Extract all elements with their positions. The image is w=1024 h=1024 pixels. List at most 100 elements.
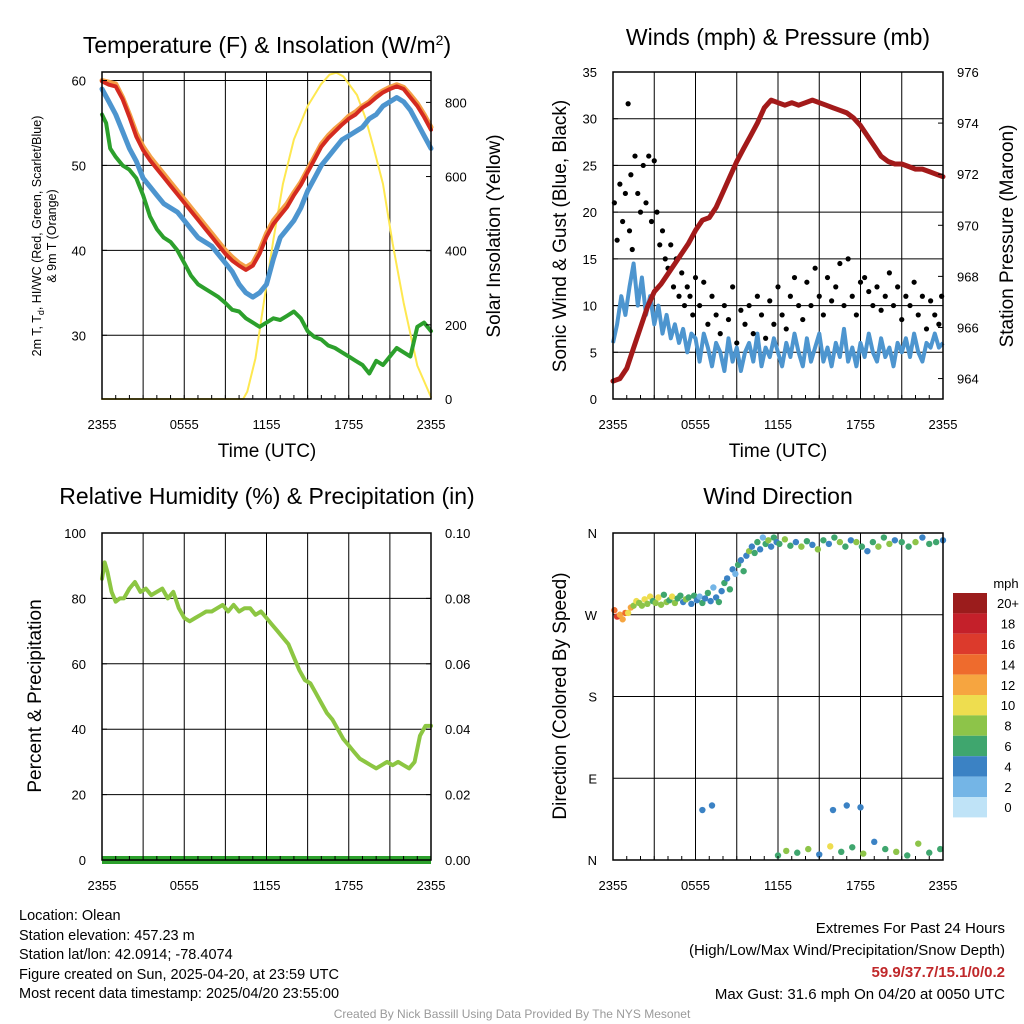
- wind-ytick-label: 25: [583, 158, 597, 173]
- gust-point: [676, 293, 682, 299]
- gust-point: [923, 326, 930, 332]
- direction-point: [644, 600, 651, 608]
- direction-point: [624, 609, 632, 617]
- rh-xtick-label: 2355: [88, 878, 117, 893]
- direction-point: [699, 806, 706, 814]
- direction-point: [864, 547, 871, 555]
- extremes-legend: (High/Low/Max Wind/Precipitation/Snow De…: [689, 942, 1005, 959]
- gust-point: [614, 237, 620, 243]
- gust-point: [659, 228, 666, 234]
- rh-ytick-label: 40: [72, 722, 86, 737]
- gust-point: [862, 274, 868, 281]
- gust-point: [717, 331, 723, 337]
- gust-point: [617, 181, 623, 187]
- extremes-title: Extremes For Past 24 Hours: [815, 920, 1005, 937]
- humidity-ylabel: Percent & Precipitation: [25, 599, 46, 792]
- station-elevation: Station elevation: 457.23 m: [19, 927, 195, 944]
- temp-ytick-label-right: 800: [445, 95, 467, 110]
- temp-ytick-label: 50: [72, 158, 86, 173]
- direction-point: [638, 602, 646, 609]
- direction-point: [688, 600, 695, 608]
- gust-point: [870, 302, 876, 309]
- direction-point: [655, 594, 662, 601]
- direction-point: [619, 616, 626, 623]
- direction-point: [803, 537, 811, 545]
- wind-xtick-label: 1755: [846, 417, 875, 432]
- wind-ytick-label: 20: [583, 205, 597, 220]
- colorbar-label: 12: [1001, 678, 1015, 693]
- gust-point: [812, 265, 818, 271]
- direction-point: [849, 844, 856, 851]
- direction-point: [707, 597, 714, 605]
- gust-point: [681, 302, 688, 309]
- rh-ytick-label-right: 0.00: [445, 853, 470, 868]
- direction-point: [765, 537, 772, 544]
- direction-point: [919, 534, 926, 541]
- temp-xtick-label: 0555: [170, 417, 199, 432]
- direction-point: [937, 845, 944, 853]
- gust-point: [936, 321, 942, 327]
- direction-point: [652, 599, 659, 607]
- gust-point: [882, 293, 888, 299]
- direction-point: [805, 845, 812, 853]
- gust-point: [758, 312, 765, 318]
- colorbar-swatch: [953, 613, 987, 634]
- colorbar-label: 18: [1001, 617, 1015, 632]
- direction-point: [781, 536, 789, 543]
- gust-point: [635, 190, 641, 197]
- direction-point: [798, 543, 805, 550]
- wind-xtick-label: 2355: [929, 417, 958, 432]
- colorbar-swatch: [953, 633, 987, 655]
- direction-point: [677, 592, 684, 599]
- dir-xtick-label: 0555: [681, 878, 710, 893]
- direction-point: [776, 540, 783, 548]
- gust-point: [779, 312, 785, 318]
- direction-point: [912, 538, 919, 546]
- gust-point: [632, 153, 638, 159]
- direction-point: [882, 845, 889, 853]
- winds-panel: Winds (mph) & Pressure (mb) 2355 0555 1155…: [550, 24, 1018, 462]
- direction-point: [847, 537, 855, 544]
- direction-ylabel: Direction (Colored By Speed): [550, 572, 571, 819]
- humidity-panel: Relative Humidity (%) & Precipitation (i…: [25, 483, 475, 893]
- wind-ytick-label-right: 972: [957, 167, 979, 182]
- direction-panel: Wind Direction 2355 0555 1155 1755 2355NESWN…: [550, 483, 1019, 893]
- gust-point: [697, 302, 703, 309]
- direction-point: [809, 541, 816, 549]
- colorbar-label: 0: [1004, 800, 1011, 815]
- direction-point: [754, 538, 761, 546]
- colorbar-swatch: [953, 756, 987, 777]
- wind-ytick-label: 35: [583, 65, 597, 80]
- wind-ytick-label: 5: [590, 345, 597, 360]
- gust-point: [742, 321, 748, 327]
- rh-ytick-label-right: 0.02: [445, 788, 470, 803]
- temp-ytick-label-right: 600: [445, 170, 467, 185]
- gust-point: [824, 274, 831, 281]
- humidity-ticks: 2355 0555 1155 1755 23550204060801000.000.02…: [64, 526, 470, 893]
- direction-point: [710, 584, 717, 591]
- gust-point: [787, 293, 793, 299]
- rh-ytick-label-right: 0.10: [445, 526, 470, 541]
- direction-point: [853, 538, 860, 546]
- gust-point: [654, 209, 660, 215]
- direction-point: [825, 540, 833, 548]
- gust-point: [620, 218, 626, 225]
- recent-timestamp: Most recent data timestamp: 2025/04/20 2…: [19, 986, 340, 1002]
- direction-point: [726, 586, 734, 593]
- direction-point: [857, 804, 864, 811]
- temp-xtick-label: 1155: [253, 417, 281, 432]
- temperature-panel: Temperature (F) & Insolation (W/m2) 2355…: [30, 32, 505, 462]
- wind-ytick-label-right: 974: [957, 116, 979, 131]
- extremes-info: Extremes For Past 24 Hours (High/Low/Max…: [689, 918, 1005, 1006]
- wind-xtick-label: 1155: [764, 417, 792, 432]
- colorbar-label: 6: [1004, 739, 1011, 754]
- dir-ytick-label: E: [588, 771, 597, 786]
- winds-xlabel: Time (UTC): [729, 441, 828, 462]
- wind-xtick-label: 2355: [599, 417, 628, 432]
- temperature-ylabel-right: Solar Insolation (Yellow): [484, 134, 505, 337]
- direction-point: [767, 543, 775, 550]
- wind-ytick-label-right: 966: [957, 320, 979, 335]
- temperature-ticks: 2355 0555 1155 1755 235530405060020040060080…: [72, 73, 467, 432]
- direction-point: [756, 546, 764, 553]
